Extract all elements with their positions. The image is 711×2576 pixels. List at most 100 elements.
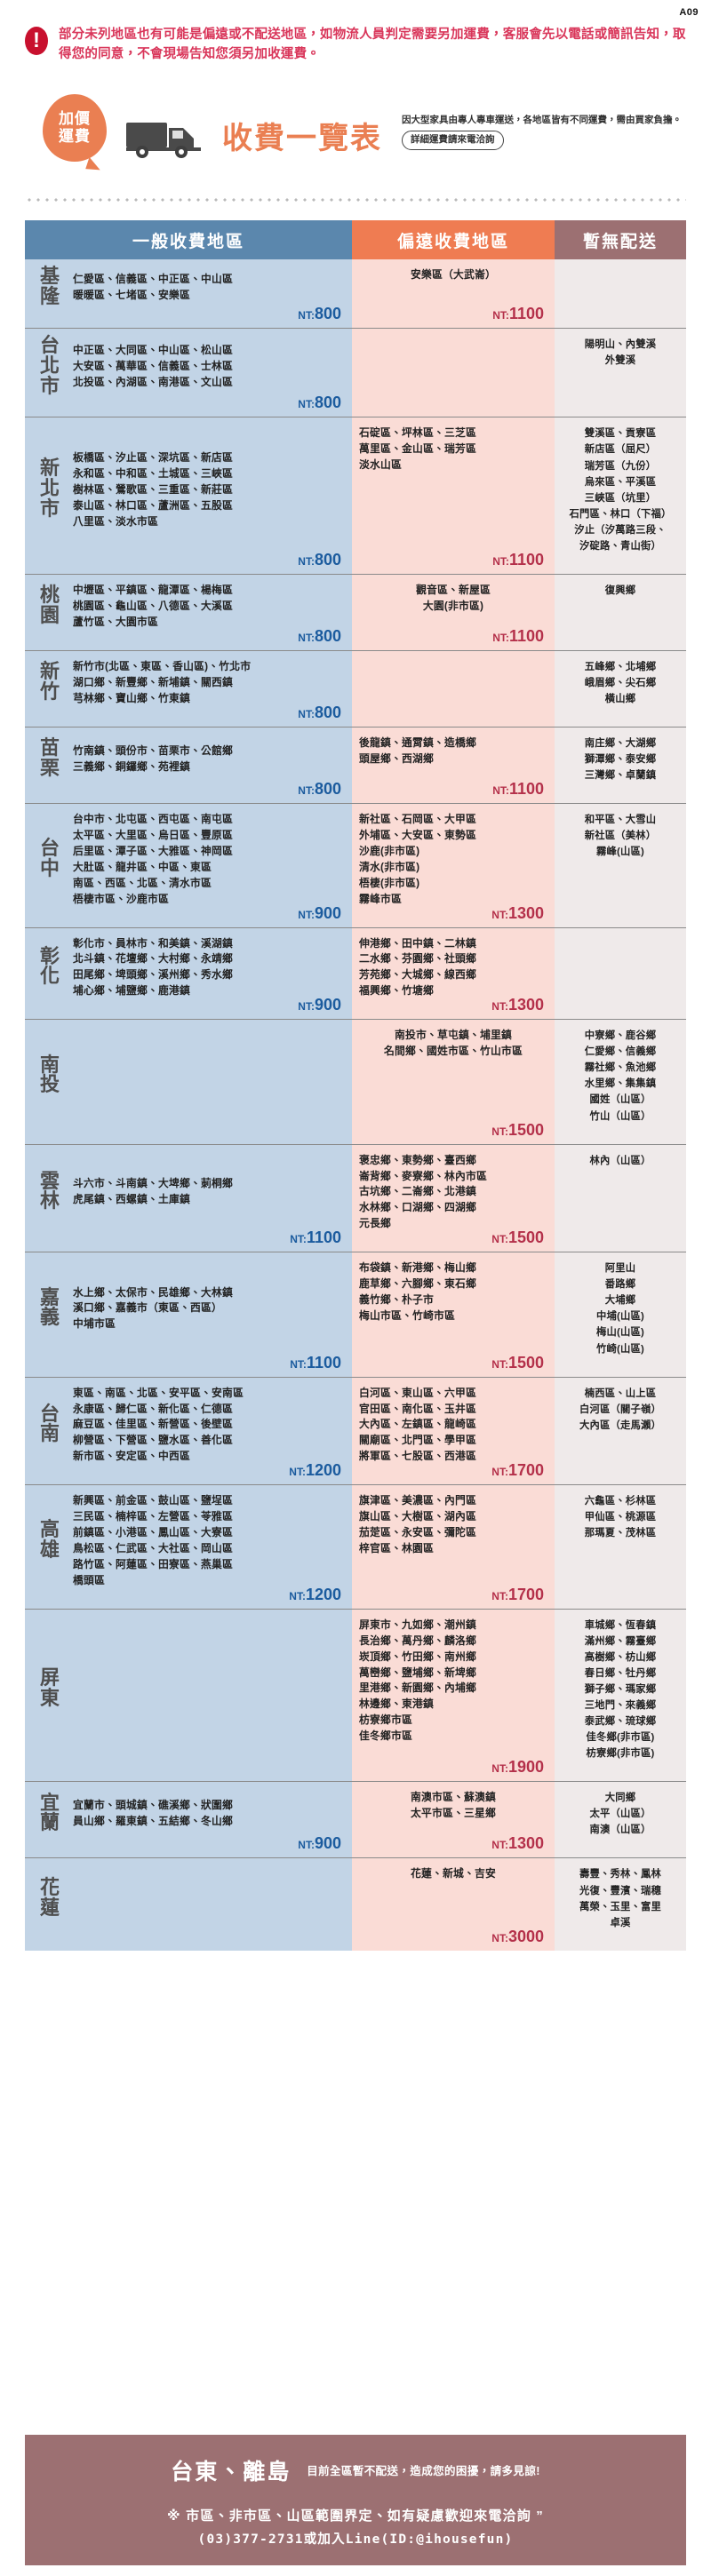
cell-no-delivery: 和平區、大雪山 新社區（美林） 霧峰(山區) — [555, 804, 686, 927]
cell-normal-area: 台 南東區、南區、北區、安平區、安南區 永康區、歸仁區、新化區、仁德區 麻豆區、… — [25, 1377, 352, 1485]
table-row: 台 中台中市、北屯區、西屯區、南屯區 太平區、大里區、烏日區、豐原區 后里區、潭… — [25, 804, 686, 928]
cell-no-delivery: 陽明山、內雙溪 外雙溪 — [555, 328, 686, 417]
remote-price: NT:1500 — [491, 1120, 544, 1139]
remote-price: NT:1100 — [492, 304, 544, 322]
cell-no-delivery: 中寮鄉、鹿谷鄉 仁愛鄉、信義鄉 霧社鄉、魚池鄉 水里鄉、集集鎮 國姓（山區） 竹… — [555, 1020, 686, 1144]
normal-area-list: 仁愛區、信義區、中正區、中山區 暖暖區、七堵區、安樂區 — [73, 272, 233, 301]
cell-remote-area: 旗津區、美濃區、內門區 旗山區、大樹區、湖內區 茄萣區、永安區、彌陀區 梓官區、… — [352, 1485, 555, 1609]
table-row: 嘉 義水上鄉、太保市、民雄鄉、大林鎮 溪口鄉、嘉義市（東區、西區） 中埔市區 NT… — [25, 1252, 686, 1378]
cell-remote-area: 觀音區、新屋區 大園(非市區) NT:1100 — [352, 574, 555, 650]
no-delivery-area-list: 阿里山 番路鄉 大埔鄉 中埔(山區) 梅山(山區) 竹崎(山區) — [596, 1263, 644, 1355]
table-row: 新 北 市板橋區、汐止區、深坑區、新店區 永和區、中和區、土城區、三峽區 樹林區… — [25, 417, 686, 575]
cell-normal-area: 高 雄新興區、前金區、鼓山區、鹽埕區 三民區、楠梓區、左營區、苓雅區 前鎮區、小… — [25, 1485, 352, 1609]
normal-area-list: 新竹市(北區、東區、香山區)、竹北市 湖口鄉、新豐鄉、新埔鎮、關西鎮 芎林鄉、寶… — [73, 659, 252, 704]
contact-pill-button[interactable]: 詳細運費請來電洽詢 — [402, 131, 504, 151]
remote-area-list: 新社區、石岡區、大甲區 外埔區、大安區、東勢區 沙鹿(非市區) 清水(非市區) … — [359, 813, 476, 905]
normal-price: NT:900 — [298, 903, 341, 922]
footer-phone: (03)377-2731或加入Line(ID:@ihousefun) — [197, 2532, 514, 2547]
remote-area-list: 南投市、草屯鎮、埔里鎮 名間鄉、國姓市區、竹山市區 — [384, 1029, 523, 1058]
no-delivery-area-list: 中寮鄉、鹿谷鄉 仁愛鄉、信義鄉 霧社鄉、魚池鄉 水里鄉、集集鎮 國姓（山區） 竹… — [584, 1030, 657, 1122]
province-label: 苗 栗 — [39, 737, 60, 780]
cell-no-delivery — [555, 927, 686, 1020]
normal-area-list: 竹南鎮、頭份市、苗栗市、公館鄉 三義鄉、銅鑼鄉、苑裡鎮 — [73, 744, 233, 773]
remote-price: NT:3000 — [491, 1927, 544, 1945]
remote-price: NT:1100 — [492, 626, 544, 645]
no-delivery-area-list: 壽豐、秀林、鳳林 光復、豐濱、瑞穗 萬榮、玉里、富里 卓溪 — [579, 1869, 661, 1928]
normal-price: NT:900 — [298, 1834, 341, 1853]
remote-area-list: 白河區、東山區、六甲區 官田區、南化區、玉井區 大內區、左鎮區、龍崎區 關廟區、… — [359, 1386, 476, 1463]
cell-no-delivery: 阿里山 番路鄉 大埔鄉 中埔(山區) 梅山(山區) 竹崎(山區) — [555, 1252, 686, 1377]
footer-banner: 台東、離島 目前全區暫不配送，造成您的困擾，請多見諒! ※ 市區、非市區、山區範… — [25, 2434, 686, 2565]
cell-normal-area: 花 蓮 — [25, 1858, 352, 1951]
province-label: 彰 化 — [39, 945, 60, 989]
remote-price: NT:1100 — [492, 780, 544, 799]
no-delivery-area-list: 車城鄉、恆春鎮 滿州鄉、霧臺鄉 高樹鄉、枋山鄉 春日鄉、牡丹鄉 獅子鄉、瑪家鄉 … — [584, 1619, 657, 1760]
remote-price: NT:1500 — [491, 1228, 544, 1247]
table-row: 雲 林斗六市、斗南鎮、大埤鄉、莿桐鄉 虎尾鎮、西螺鎮、土庫鎮 NT:1100 褒忠鄉… — [25, 1144, 686, 1253]
normal-area-list: 彰化市、員林市、和美鎮、溪湖鎮 北斗鎮、花壇鄉、大村鄉、永靖鄉 田尾鄉、埤頭鄉、… — [73, 936, 233, 998]
province-label: 屏 東 — [39, 1667, 60, 1711]
fee-table: 一般收費地區 偏遠收費地區 暫無配送 基 隆仁愛區、信義區、中正區、中山區 暖暖… — [25, 220, 686, 1951]
normal-price: NT:800 — [298, 550, 341, 568]
province-label: 南 投 — [39, 1053, 60, 1097]
cell-normal-area: 新 北 市板橋區、汐止區、深坑區、新店區 永和區、中和區、土城區、三峽區 樹林區… — [25, 417, 352, 574]
no-delivery-area-list: 和平區、大雪山 新社區（美林） 霧峰(山區) — [584, 815, 657, 858]
table-row: 新 竹新竹市(北區、東區、香山區)、竹北市 湖口鄉、新豐鄉、新埔鎮、關西鎮 芎林… — [25, 650, 686, 727]
table-row: 苗 栗竹南鎮、頭份市、苗栗市、公館鄉 三義鄉、銅鑼鄉、苑裡鎮 NT:800 後龍鎮、… — [25, 727, 686, 805]
cell-normal-area: 新 竹新竹市(北區、東區、香山區)、竹北市 湖口鄉、新豐鄉、新埔鎮、關西鎮 芎林… — [25, 650, 352, 727]
cell-remote-area: 布袋鎮、新港鄉、梅山鄉 鹿草鄉、六腳鄉、東石鄉 義竹鄉、朴子市 梅山市區、竹崎市… — [352, 1252, 555, 1377]
table-row: 台 南東區、南區、北區、安平區、安南區 永康區、歸仁區、新化區、仁德區 麻豆區、… — [25, 1377, 686, 1486]
cell-normal-area: 台 中台中市、北屯區、西屯區、南屯區 太平區、大里區、烏日區、豐原區 后里區、潭… — [25, 804, 352, 927]
no-delivery-area-list: 復興鄉 — [604, 584, 636, 596]
remote-price: NT:1100 — [492, 550, 544, 568]
normal-area-list: 台中市、北屯區、西屯區、南屯區 太平區、大里區、烏日區、豐原區 后里區、潭子區、… — [73, 813, 233, 905]
province-label: 台 中 — [39, 837, 60, 880]
header-normal-area: 一般收費地區 — [25, 220, 352, 259]
cell-no-delivery: 五峰鄉、北埔鄉 峨眉鄉、尖石鄉 橫山鄉 — [555, 650, 686, 727]
cell-normal-area: 基 隆仁愛區、信義區、中正區、中山區 暖暖區、七堵區、安樂區 NT:800 — [25, 259, 352, 328]
remote-price: NT:1300 — [491, 1834, 544, 1853]
province-label: 嘉 義 — [39, 1286, 60, 1330]
cell-remote-area: 花蓮、新城、吉安 NT:3000 — [352, 1858, 555, 1951]
normal-area-list: 板橋區、汐止區、深坑區、新店區 永和區、中和區、土城區、三峽區 樹林區、鶯歌區、… — [73, 450, 233, 528]
cell-no-delivery: 楠西區、山上區 白河區（關子嶺） 大內區（走馬瀨） — [555, 1377, 686, 1485]
footer-note: ※ 市區、非市區、山區範圍界定、如有疑慮歡迎來電洽詢 ” — [166, 2508, 545, 2524]
province-label: 台 南 — [39, 1403, 60, 1446]
normal-price: NT:800 — [298, 304, 341, 322]
cell-remote-area: 石碇區、坪林區、三芝區 萬里區、金山區、瑞芳區 淡水山區 NT:1100 — [352, 417, 555, 574]
table-header-row: 一般收費地區 偏遠收費地區 暫無配送 — [25, 220, 686, 259]
header-remote-area: 偏遠收費地區 — [352, 220, 555, 259]
cell-remote-area — [352, 328, 555, 417]
footer-title: 台東、離島 — [171, 2458, 292, 2485]
corner-code-label: A09 — [679, 7, 699, 18]
remote-area-list: 伸港鄉、田中鎮、二林鎮 二水鄉、芬園鄉、社頭鄉 芳苑鄉、大城鄉、線西鄉 福興鄉、… — [359, 936, 476, 998]
badge-line-2: 運費 — [59, 128, 91, 145]
remote-price: NT:1900 — [491, 1758, 544, 1777]
normal-price: NT:800 — [298, 703, 341, 721]
province-label: 新 北 市 — [39, 457, 60, 521]
cell-normal-area: 屏 東 — [25, 1609, 352, 1782]
cell-remote-area: 新社區、石岡區、大甲區 外埔區、大安區、東勢區 沙鹿(非市區) 清水(非市區) … — [352, 804, 555, 927]
footer-subtitle: 目前全區暫不配送，造成您的困擾，請多見諒! — [307, 2465, 540, 2478]
table-row: 桃 園中壢區、平鎮區、龍潭區、楊梅區 桃園區、龜山區、八德區、大溪區 蘆竹區、大… — [25, 574, 686, 651]
no-delivery-area-list: 陽明山、內雙溪 外雙溪 — [584, 338, 657, 366]
title-band: 加價 運費 收費一覽表 因大型家具由專人專車運送，各地區皆有不同運費，需由買家負… — [0, 94, 711, 179]
table-row: 南 投 南投市、草屯鎮、埔里鎮 名間鄉、國姓市區、竹山市區 NT:1500 中寮鄉、鹿… — [25, 1020, 686, 1145]
cell-normal-area: 桃 園中壢區、平鎮區、龍潭區、楊梅區 桃園區、龜山區、八德區、大溪區 蘆竹區、大… — [25, 574, 352, 650]
remote-price: NT:1300 — [491, 903, 544, 922]
normal-area-list: 中壢區、平鎮區、龍潭區、楊梅區 桃園區、龜山區、八德區、大溪區 蘆竹區、大園市區 — [73, 583, 233, 628]
normal-area-list: 宜蘭市、頭城鎮、礁溪鄉、狀圍鄉 員山鄉、羅東鎮、五結鄉、冬山鄉 — [73, 1799, 233, 1828]
cell-no-delivery: 六龜區、杉林區 甲仙區、桃源區 那瑪夏、茂林區 — [555, 1485, 686, 1609]
cell-remote-area: 伸港鄉、田中鎮、二林鎮 二水鄉、芬園鄉、社頭鄉 芳苑鄉、大城鄉、線西鄉 福興鄉、… — [352, 927, 555, 1020]
province-label: 新 竹 — [39, 660, 60, 704]
province-label: 台 北 市 — [39, 334, 60, 398]
normal-price: NT:1200 — [289, 1461, 341, 1480]
remote-area-list: 安樂區（大武崙） — [411, 268, 496, 281]
no-delivery-area-list: 南庄鄉、大湖鄉 獅潭鄉、泰安鄉 三灣鄉、卓蘭鎮 — [584, 737, 657, 781]
normal-price: NT:800 — [298, 626, 341, 645]
cell-remote-area: 屏東市、九如鄉、潮州鎮 長治鄉、萬丹鄉、麟洛鄉 崁頂鄉、竹田鄉、南州鄉 萬巒鄉、… — [352, 1609, 555, 1782]
cell-remote-area: 南投市、草屯鎮、埔里鎮 名間鄉、國姓市區、竹山市區 NT:1500 — [352, 1020, 555, 1144]
cell-no-delivery: 壽豐、秀林、鳳林 光復、豐濱、瑞穗 萬榮、玉里、富里 卓溪 — [555, 1858, 686, 1951]
normal-area-list: 中正區、大同區、中山區、松山區 大安區、萬華區、信義區、士林區 北投區、內湖區、… — [73, 344, 233, 389]
